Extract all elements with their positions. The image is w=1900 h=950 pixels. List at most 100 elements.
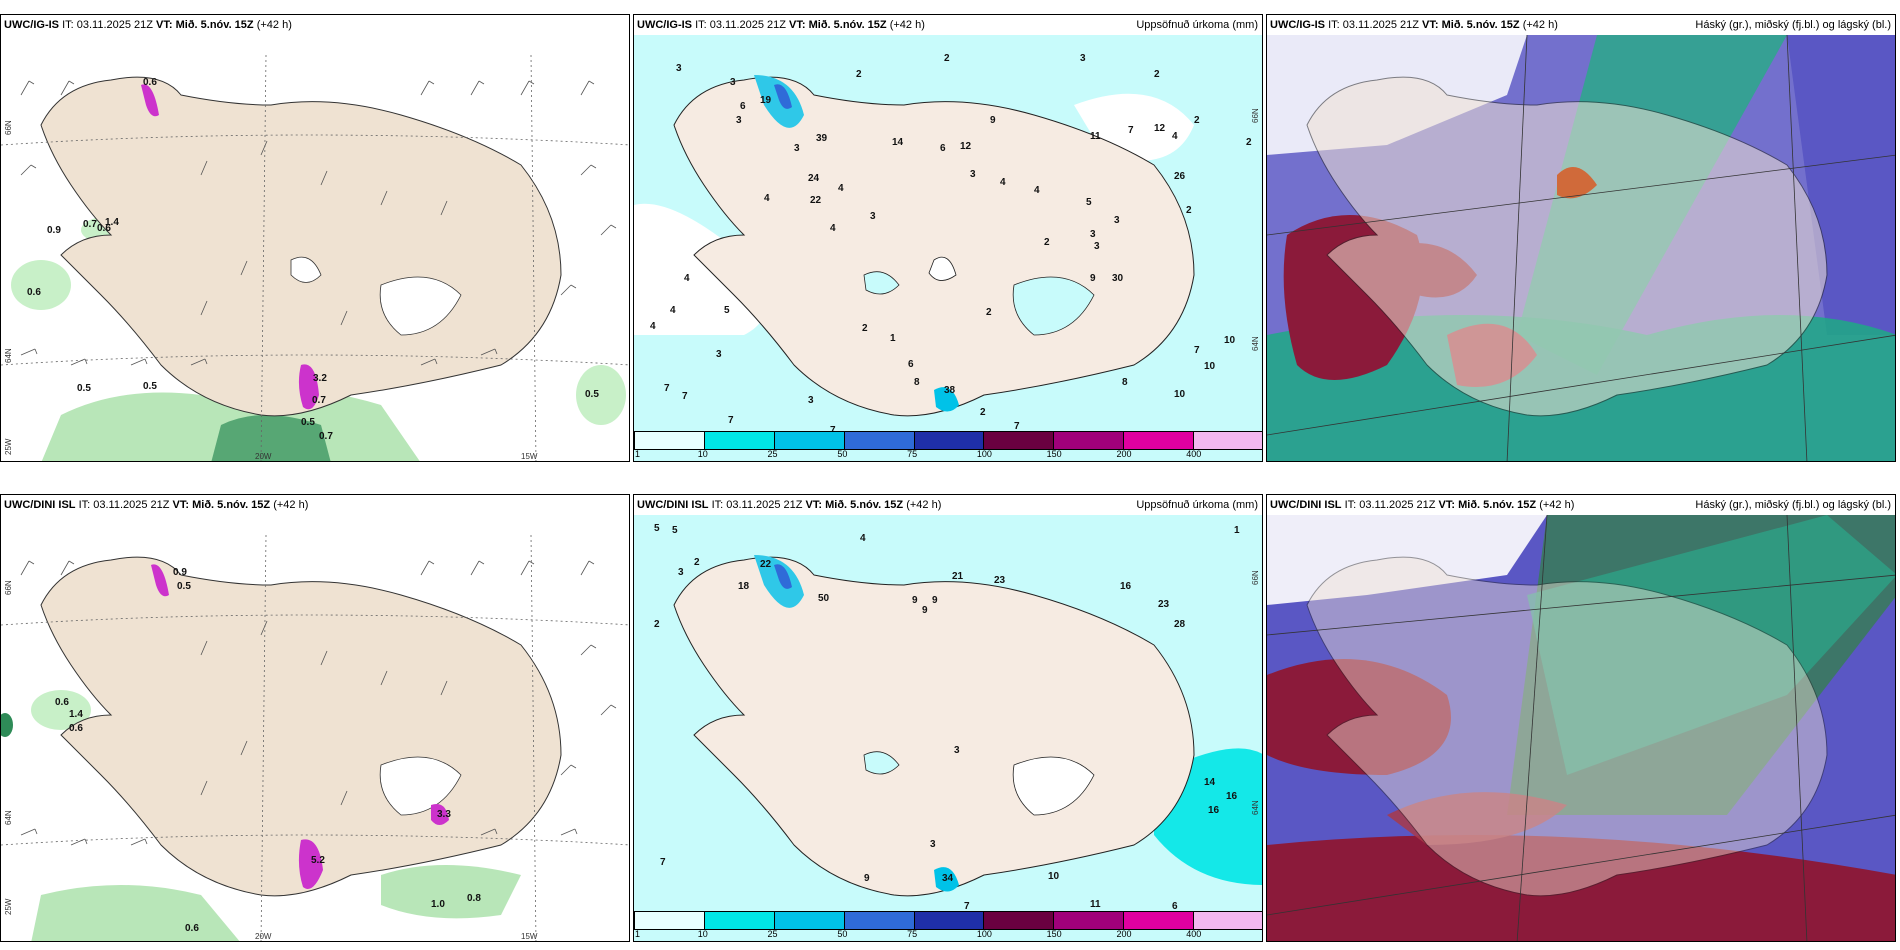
value-label: 1.4 — [69, 709, 83, 720]
lat-label: 64N — [1251, 800, 1260, 815]
value-label: 4 — [1034, 185, 1040, 196]
value-label: 16 — [1226, 791, 1238, 802]
value-label: 3.2 — [313, 373, 327, 384]
value-label: 4 — [838, 183, 844, 194]
value-label: 0.8 — [467, 893, 481, 904]
value-label: 3 — [794, 143, 800, 154]
value-label: 9 — [912, 595, 918, 606]
lat-label: 64N — [4, 810, 13, 825]
value-label: 6 — [908, 359, 914, 370]
lon-label: 25W — [4, 898, 13, 915]
value-label: 14 — [892, 137, 904, 148]
value-label: 2 — [1194, 115, 1200, 126]
value-label: 5.2 — [311, 855, 325, 866]
map-panel-dini-wind: UWC/DINI ISL IT: 03.11.2025 21Z VT: Mið.… — [0, 494, 630, 942]
value-label: 1.4 — [105, 217, 119, 228]
value-label: 0.7 — [83, 219, 97, 230]
map-panel-dini-precip: UWC/DINI ISL IT: 03.11.2025 21Z VT: Mið.… — [633, 494, 1263, 942]
value-label: 3 — [716, 349, 722, 360]
map-panel-ig-precip: UWC/IG-IS IT: 03.11.2025 21Z VT: Mið. 5.… — [633, 14, 1263, 462]
colorbar-swatch — [1124, 432, 1195, 449]
colorbar-tick-label: 1 — [635, 929, 641, 939]
value-label: 5 — [724, 305, 730, 316]
value-label: 0.9 — [173, 567, 187, 578]
value-label: 16 — [1208, 805, 1220, 816]
wind-map — [1, 35, 629, 461]
value-label: 7 — [1014, 421, 1020, 432]
value-label: 6 — [940, 143, 946, 154]
value-label: 0.6 — [143, 77, 157, 88]
precip-colorbar: 1 10 25 50 75 100 150 200 400 — [634, 429, 1262, 461]
lon-label: 20W — [255, 452, 272, 461]
lat-label: 64N — [4, 348, 13, 363]
value-label: 7 — [728, 415, 734, 426]
value-label: 18 — [738, 581, 750, 592]
value-label: 22 — [760, 559, 772, 570]
value-label: 3 — [1094, 241, 1100, 252]
map-panel-dini-cloud: UWC/DINI ISL IT: 03.11.2025 21Z VT: Mið.… — [1266, 494, 1896, 942]
value-label: 7 — [964, 901, 970, 912]
value-label: 3 — [954, 745, 960, 756]
value-label: 3 — [808, 395, 814, 406]
panel-subtitle: Háský (gr.), miðský (fj.bl.) og lágský (… — [1695, 19, 1891, 31]
value-label: 0.5 — [301, 417, 315, 428]
value-label: 7 — [1128, 125, 1134, 136]
value-label: 3.3 — [437, 809, 451, 820]
value-label: 9 — [864, 873, 870, 884]
panel-subtitle: Háský (gr.), miðský (fj.bl.) og lágský (… — [1695, 499, 1891, 511]
colorbar-tick-label: 75 — [907, 929, 918, 939]
value-label: 2 — [856, 69, 862, 80]
value-label: 0.9 — [47, 225, 61, 236]
colorbar-tick-label: 200 — [1116, 449, 1132, 459]
value-label: 2 — [944, 53, 950, 64]
value-label: 3 — [1114, 215, 1120, 226]
panel-title: UWC/IG-IS IT: 03.11.2025 21Z VT: Mið. 5.… — [637, 19, 925, 31]
colorbar-swatch — [1054, 432, 1125, 449]
colorbar-tick-label: 400 — [1186, 929, 1202, 939]
value-label: 7 — [664, 383, 670, 394]
colorbar-tick-label: 25 — [767, 929, 778, 939]
lat-label: 66N — [1251, 570, 1260, 585]
value-label: 0.7 — [319, 431, 333, 442]
value-label: 26 — [1174, 171, 1186, 182]
lon-label: 15W — [521, 452, 538, 461]
lon-label: 15W — [521, 932, 538, 941]
value-label: 2 — [1246, 137, 1252, 148]
value-label: 23 — [994, 575, 1006, 586]
colorbar-tick-label: 150 — [1046, 929, 1062, 939]
colorbar-swatch — [1124, 912, 1195, 929]
value-label: 4 — [764, 193, 770, 204]
panel-subtitle: Uppsöfnuð úrkoma (mm) — [1136, 499, 1258, 511]
value-label: 0.6 — [97, 223, 111, 234]
value-label: 3 — [730, 77, 736, 88]
value-label: 7 — [660, 857, 666, 868]
value-label: 16 — [1120, 581, 1132, 592]
value-label: 2 — [1044, 237, 1050, 248]
cloud-map — [1267, 515, 1895, 941]
value-label: 12 — [960, 141, 972, 152]
colorbar-swatch — [844, 912, 915, 929]
value-label: 3 — [870, 211, 876, 222]
colorbar-swatch — [635, 432, 705, 449]
value-label: 28 — [1174, 619, 1186, 630]
colorbar-swatch — [914, 912, 985, 929]
value-label: 4 — [684, 273, 690, 284]
value-label: 7 — [682, 391, 688, 402]
map-panel-ig-cloud: UWC/IG-IS IT: 03.11.2025 21Z VT: Mið. 5.… — [1266, 14, 1896, 462]
value-label: 19 — [760, 95, 772, 106]
value-label: 2 — [980, 407, 986, 418]
colorbar-tick-label: 100 — [976, 449, 992, 459]
value-label: 7 — [830, 425, 836, 436]
value-label: 0.6 — [185, 923, 199, 934]
value-label: 11 — [1090, 131, 1101, 142]
value-label: 7 — [1194, 345, 1200, 356]
value-label: 2 — [1154, 69, 1160, 80]
colorbar-tick-label: 75 — [907, 449, 918, 459]
value-label: 23 — [1158, 599, 1170, 610]
panel-subtitle: Uppsöfnuð úrkoma (mm) — [1136, 19, 1258, 31]
lat-label: 66N — [4, 580, 13, 595]
value-label: 10 — [1048, 871, 1060, 882]
value-label: 2 — [986, 307, 992, 318]
colorbar-swatch — [1194, 432, 1262, 449]
value-label: 3 — [676, 63, 682, 74]
